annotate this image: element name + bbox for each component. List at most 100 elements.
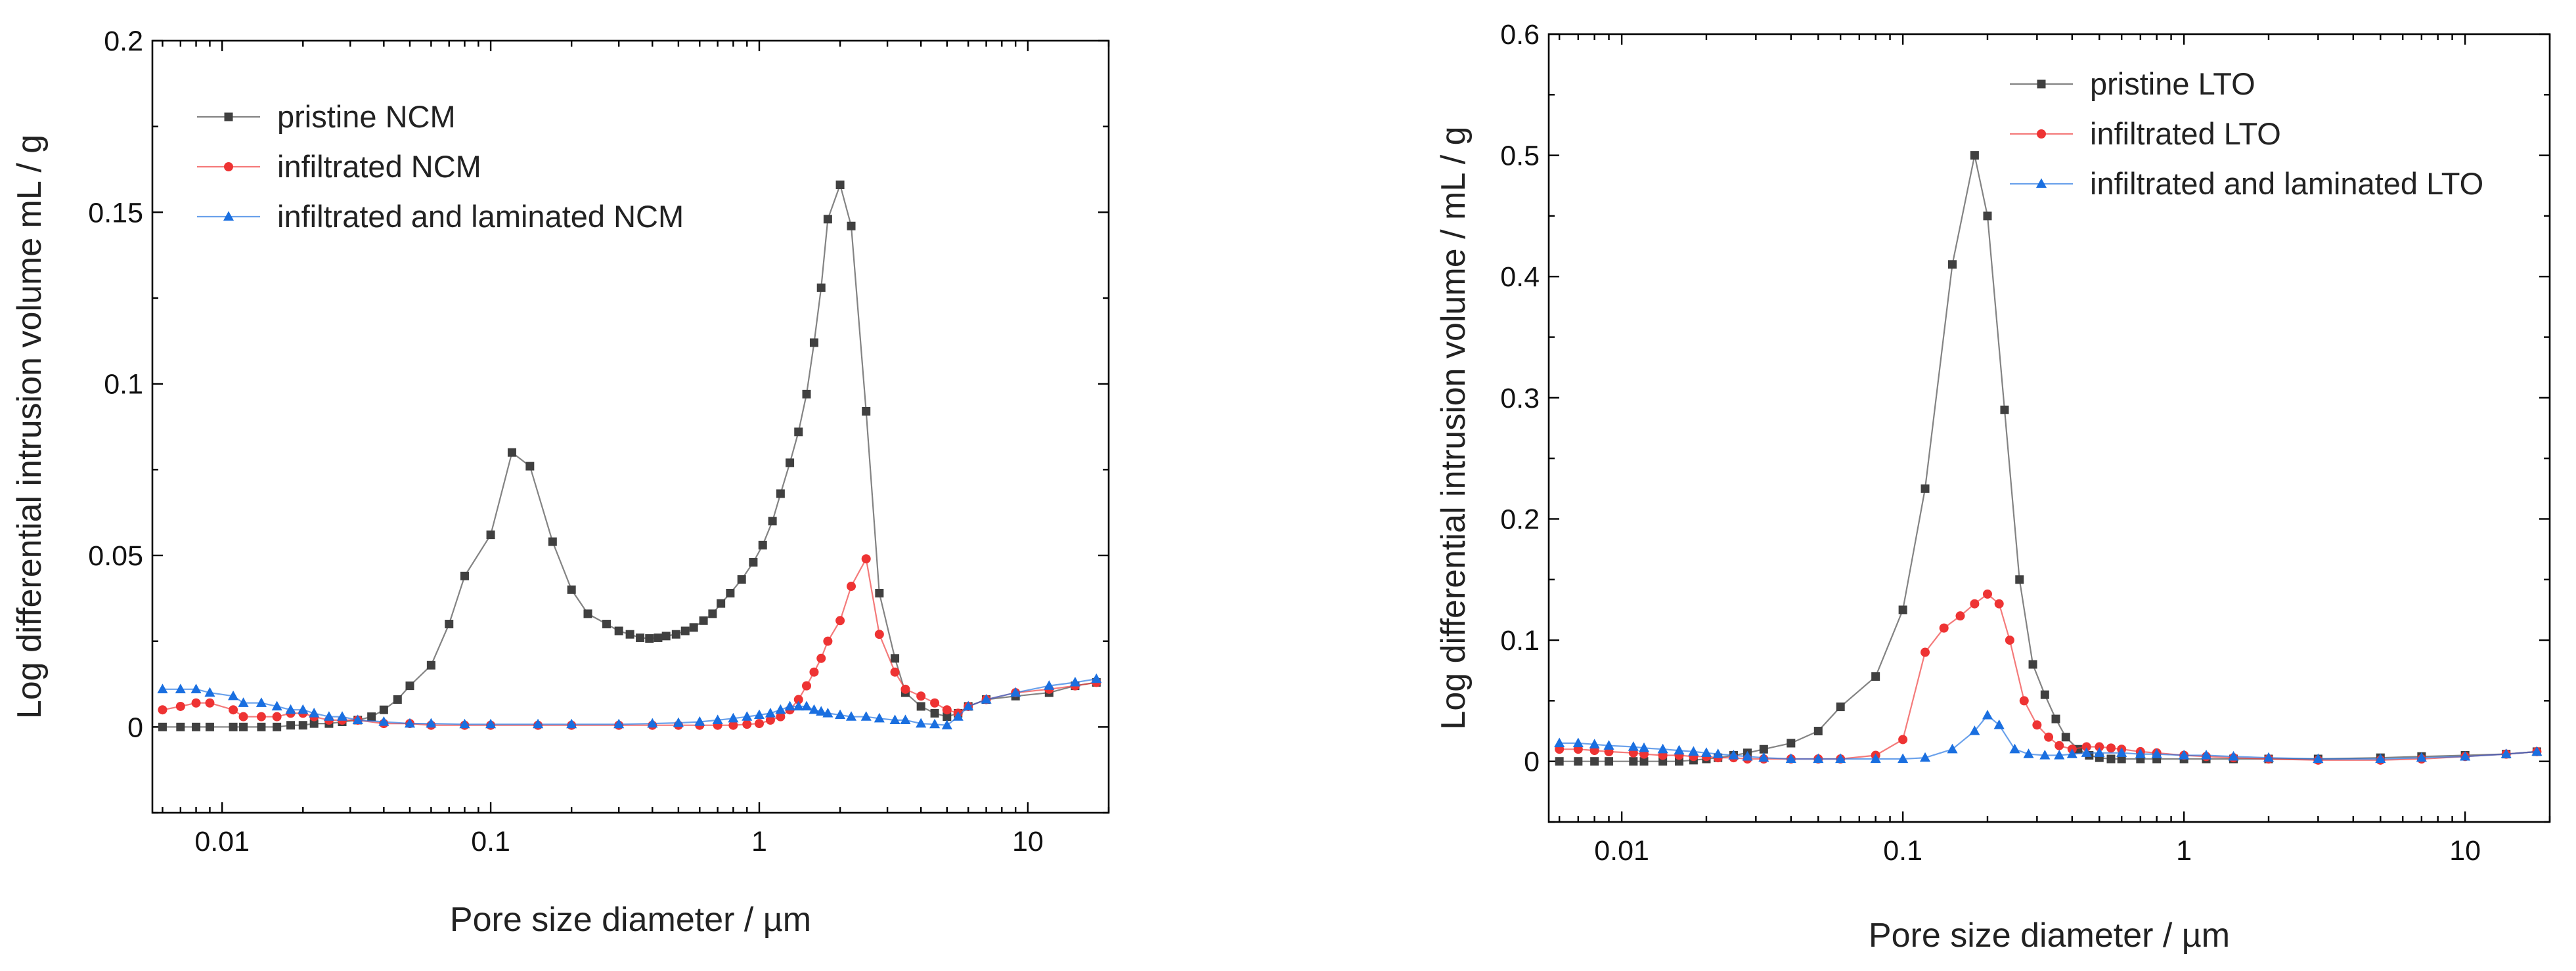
data-point	[1983, 211, 1992, 221]
data-point	[689, 623, 698, 632]
data-point	[1982, 710, 1993, 720]
data-point	[298, 721, 307, 730]
data-point	[1758, 752, 1769, 762]
data-point	[916, 702, 925, 711]
data-point	[445, 620, 454, 629]
data-point	[1639, 757, 1649, 766]
data-point	[847, 582, 856, 592]
data-point	[889, 714, 900, 725]
data-point	[636, 633, 645, 642]
x-tick-label: 0.1	[1883, 835, 1922, 867]
y-tick-label: 0	[127, 712, 143, 743]
data-point	[1947, 743, 1958, 754]
y-tick-label: 0.1	[104, 369, 143, 400]
x-tick-label: 0.01	[1594, 835, 1649, 867]
legend-marker	[223, 211, 234, 221]
data-point	[2460, 750, 2471, 761]
data-point	[673, 717, 684, 727]
data-point	[533, 718, 544, 729]
y-tick-label: 0.6	[1500, 19, 1540, 51]
data-point	[963, 701, 974, 711]
y-axis-title: Log differential intrusion volume / mL /…	[1434, 126, 1473, 729]
legend-label: pristine NCM	[277, 99, 456, 134]
data-point	[835, 181, 845, 190]
data-point	[2019, 696, 2029, 706]
data-point	[426, 660, 435, 670]
data-point	[943, 712, 952, 722]
data-point	[929, 718, 941, 729]
series-3	[157, 673, 1102, 729]
data-point	[835, 616, 845, 626]
data-point	[930, 708, 939, 718]
data-point	[1574, 757, 1583, 766]
data-point	[1898, 735, 1908, 744]
data-point	[728, 720, 738, 730]
data-point	[776, 489, 785, 498]
data-point	[2416, 752, 2427, 762]
data-point	[205, 698, 215, 708]
data-point	[737, 575, 746, 584]
data-point	[749, 557, 758, 567]
data-point	[680, 626, 690, 636]
data-point	[336, 711, 348, 721]
data-point	[2000, 405, 2009, 414]
data-point	[228, 690, 239, 701]
series-line	[162, 182, 1097, 728]
data-point	[809, 667, 819, 677]
data-point	[2200, 749, 2212, 760]
y-tick-label: 0.5	[1500, 140, 1540, 172]
data-point	[861, 554, 871, 564]
data-point	[647, 718, 658, 728]
data-point	[309, 707, 320, 718]
data-point	[2005, 636, 2014, 645]
data-point	[352, 714, 363, 725]
data-point	[460, 571, 469, 580]
data-point	[862, 406, 871, 416]
legend: pristine NCM infiltrated NCM infiltrated a…	[197, 99, 684, 234]
data-point	[273, 722, 282, 731]
data-point	[671, 630, 680, 639]
data-point	[1657, 743, 1668, 754]
data-point	[742, 720, 752, 729]
data-point	[271, 701, 282, 711]
data-point	[794, 427, 803, 437]
legend-marker	[224, 112, 233, 121]
x-axis-title: Pore size diameter / µm	[450, 901, 811, 939]
data-point	[2040, 690, 2049, 699]
data-point	[758, 540, 767, 550]
data-point	[1785, 753, 1796, 764]
data-point	[192, 722, 201, 731]
data-point	[1982, 589, 1992, 599]
data-point	[2081, 742, 2091, 752]
data-point	[175, 701, 185, 711]
data-point	[754, 719, 764, 729]
data-point	[1919, 752, 1931, 762]
series-2	[1555, 589, 2542, 765]
chart-2: 0 0.1 0.2 0.3 0.4 0.5 0.6 0.01 0.1 1 10 Pore size d…	[1434, 19, 2551, 955]
data-point	[548, 537, 557, 546]
data-point	[1835, 753, 1846, 764]
data-point	[257, 722, 266, 731]
data-point	[816, 706, 827, 716]
data-point	[1554, 737, 1565, 748]
data-point	[816, 653, 826, 663]
data-point	[765, 707, 776, 718]
data-point	[2106, 743, 2116, 753]
data-point	[891, 654, 900, 663]
legend-marker	[224, 162, 233, 171]
data-point	[205, 722, 214, 731]
data-point	[2081, 747, 2092, 757]
data-point	[158, 722, 167, 731]
data-point	[874, 630, 884, 639]
legend-marker	[2037, 79, 2046, 89]
series-line	[1559, 155, 2537, 762]
data-point	[1870, 753, 1881, 764]
legend-label: infiltrated and laminated LTO	[2090, 166, 2483, 201]
data-point	[708, 609, 717, 618]
legend-label: infiltrated NCM	[277, 149, 481, 184]
y-tick-label: 0.4	[1500, 261, 1540, 293]
legend-marker	[2037, 129, 2046, 139]
data-point	[286, 721, 296, 730]
data-point	[239, 722, 248, 731]
